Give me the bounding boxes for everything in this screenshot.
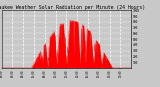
Title: Milwaukee Weather Solar Radiation per Minute (24 Hours): Milwaukee Weather Solar Radiation per Mi… bbox=[0, 5, 145, 10]
